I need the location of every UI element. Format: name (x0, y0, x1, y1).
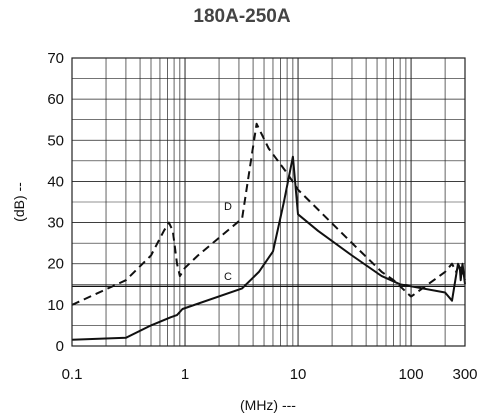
y-tick-label: 70 (47, 50, 64, 67)
y-tick-label: 50 (47, 132, 64, 149)
series-label-c: C (224, 271, 232, 283)
y-tick-label: 40 (47, 173, 64, 190)
series-label-d: D (224, 201, 232, 213)
series-line-d (71, 122, 466, 306)
x-axis-label: (MHz) --- (240, 397, 296, 413)
series-line-unlabeled (71, 155, 466, 341)
y-tick-label: 20 (47, 256, 64, 273)
x-tick-label: 0.1 (62, 366, 83, 383)
x-tick-label: 1 (181, 366, 189, 383)
y-tick-label: 60 (47, 91, 64, 108)
y-tick-label: 30 (47, 215, 64, 232)
plot-frame (71, 57, 466, 347)
series-labels: DC (224, 201, 232, 283)
y-axis-label: (dB) -- (11, 182, 27, 222)
x-tick-label: 300 (452, 366, 477, 383)
x-tick-label: 10 (290, 366, 307, 383)
tick-labels: 0 10 20 30 40 50 60 70 0.1 1 10 100 300 (47, 50, 477, 383)
x-tick-label: 100 (399, 366, 424, 383)
chart-title: 180A-250A (193, 6, 291, 27)
y-tick-label: 0 (56, 338, 64, 355)
y-tick-label: 10 (47, 297, 64, 314)
series-layer (71, 122, 466, 341)
grid (72, 58, 465, 346)
